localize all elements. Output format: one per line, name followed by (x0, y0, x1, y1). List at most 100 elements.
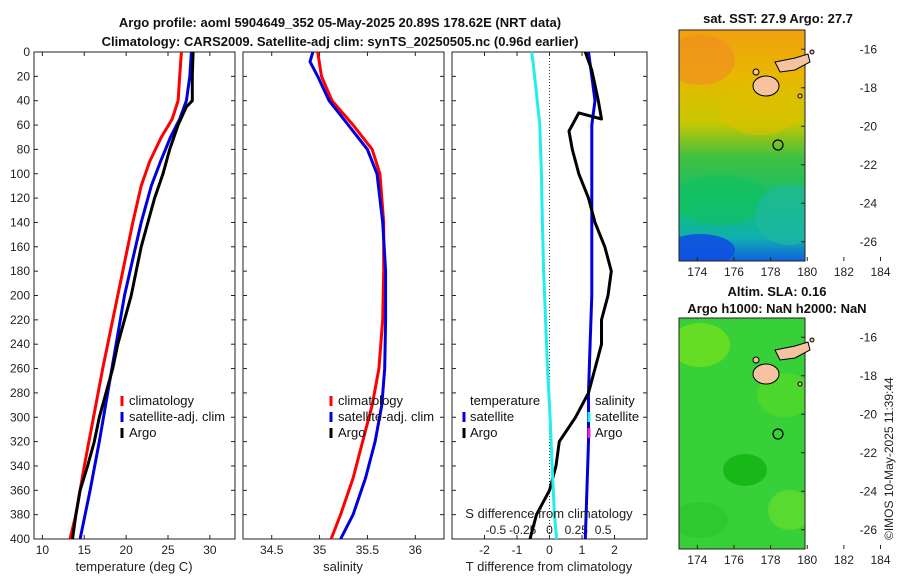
legend-climatology: climatology (338, 393, 404, 408)
sla-map-axes: 174 176 178 180 182 184 -16 -18 -20 -22 -24 -26 (687, 330, 891, 567)
map-y-tick-label: -24 (860, 484, 878, 498)
x-tick-label: 15 (78, 543, 92, 557)
x-tick-label: 34.5 (260, 543, 284, 557)
temperature-plot-frame (33, 51, 236, 540)
map-y-tick-label: -18 (860, 369, 878, 383)
legend-satellite-adj: satellite-adj. clim (338, 409, 434, 424)
series-t-satellite (583, 51, 597, 540)
y-tick-label: 340 (10, 459, 30, 473)
map-x-tick-label: 178 (761, 265, 781, 279)
x-tick-label: 0 (546, 543, 553, 557)
sst-map-frame (678, 29, 806, 262)
y-tick-label: 60 (17, 118, 31, 132)
map-y-tick-label: -22 (860, 158, 878, 172)
salinity-plot-frame (242, 51, 445, 540)
y-tick-label: 200 (10, 289, 30, 303)
sst-map-axes: 174 176 178 180 182 184 -16 -18 -20 -22 -24 -26 (687, 42, 891, 279)
s-diff-tick-label: -0.5 (486, 523, 507, 537)
salinity-plot: 34.5 35 35.5 36 (243, 51, 444, 557)
salinity-xlabel: salinity (323, 559, 363, 574)
map-x-tick-label: 174 (687, 553, 707, 567)
y-tick-label: 300 (10, 410, 30, 424)
map-x-tick-label: 178 (761, 553, 781, 567)
sla-map-title-1: Altim. SLA: 0.16 (728, 284, 827, 299)
x-tick-label: 2 (611, 543, 618, 557)
s-difference-xlabel: S difference from climatology (465, 506, 633, 521)
y-tick-label: 220 (10, 313, 30, 327)
series-satellite-adj-clim (308, 51, 388, 540)
y-tick-label: 120 (10, 191, 30, 205)
y-tick-label: 380 (10, 508, 30, 522)
x-tick-label: 1 (579, 543, 586, 557)
difference-xlabel: T difference from climatology (466, 559, 633, 574)
series-t-argo (528, 51, 613, 540)
legend-temperature-title: temperature (470, 393, 540, 408)
map-y-tick-label: -22 (860, 446, 878, 460)
map-x-tick-label: 182 (834, 265, 854, 279)
x-tick-label: 20 (119, 543, 133, 557)
legend-salinity-title: salinity (595, 393, 635, 408)
temperature-plot: 10 15 20 25 30020406080100120140160180200220… (10, 45, 235, 557)
map-y-tick-label: -20 (860, 119, 878, 133)
map-x-tick-label: 176 (724, 553, 744, 567)
legend-s-satellite: satellite (595, 409, 639, 424)
y-tick-label: 180 (10, 264, 30, 278)
map-x-tick-label: 180 (797, 265, 817, 279)
main-title-line1: Argo profile: aoml 5904649_352 05-May-20… (119, 15, 561, 30)
fiji-islands-sla (752, 337, 815, 387)
x-tick-label: 25 (161, 543, 175, 557)
fiji-islands-sst (752, 49, 815, 99)
y-tick-label: 240 (10, 337, 30, 351)
difference-legend: temperature satellite Argo salinity sate… (462, 393, 639, 440)
x-tick-label: 35 (313, 543, 327, 557)
y-tick-label: 40 (17, 94, 31, 108)
series-satellite-adj-clim (78, 51, 193, 540)
map-x-tick-label: 182 (834, 553, 854, 567)
map-x-tick-label: 184 (870, 553, 890, 567)
main-title-line2: Climatology: CARS2009. Satellite-adj cli… (102, 34, 579, 49)
series-climatology (68, 51, 183, 540)
y-tick-label: 160 (10, 240, 30, 254)
x-tick-label: -2 (479, 543, 490, 557)
s-diff-tick-label: -0.25 (509, 523, 537, 537)
argo-position-marker-sla (772, 428, 784, 440)
s-diff-tick-label: 0.5 (595, 523, 612, 537)
series-s-satellite (530, 51, 559, 540)
sla-map-title-2: Argo h1000: NaN h2000: NaN (687, 301, 866, 316)
legend-argo: Argo (338, 425, 365, 440)
y-tick-label: 0 (23, 45, 30, 59)
legend-climatology: climatology (129, 393, 195, 408)
map-y-tick-label: -24 (860, 196, 878, 210)
x-tick-label: 30 (203, 543, 217, 557)
salinity-legend: climatology satellite-adj. clim Argo (329, 393, 434, 440)
series-argo (71, 51, 195, 540)
y-tick-label: 140 (10, 215, 30, 229)
temperature-xlabel: temperature (deg C) (75, 559, 192, 574)
map-y-tick-label: -26 (860, 235, 878, 249)
legend-s-argo: Argo (595, 425, 622, 440)
map-y-tick-label: -20 (860, 407, 878, 421)
legend-t-satellite: satellite (470, 409, 514, 424)
difference-plot: -2 -1 0 1 2 -0.5 -0.25 0 0.25 0.5 (452, 51, 647, 557)
map-x-tick-label: 180 (797, 553, 817, 567)
y-tick-label: 320 (10, 435, 30, 449)
y-tick-label: 20 (17, 69, 31, 83)
y-tick-label: 260 (10, 362, 30, 376)
x-tick-label: 35.5 (356, 543, 380, 557)
sst-map-title: sat. SST: 27.9 Argo: 27.7 (703, 11, 853, 26)
map-y-tick-label: -16 (860, 42, 878, 56)
legend-argo: Argo (129, 425, 156, 440)
x-tick-label: 10 (36, 543, 50, 557)
x-tick-label: -1 (512, 543, 523, 557)
map-y-tick-label: -18 (860, 81, 878, 95)
map-x-tick-label: 174 (687, 265, 707, 279)
s-diff-tick-label: 0.25 (565, 523, 589, 537)
map-y-tick-label: -26 (860, 523, 878, 537)
y-tick-label: 280 (10, 386, 30, 400)
y-tick-label: 400 (10, 532, 30, 546)
temperature-legend: climatology satellite-adj. clim Argo (120, 393, 225, 440)
series-climatology (316, 51, 386, 540)
map-x-tick-label: 184 (870, 265, 890, 279)
legend-t-argo: Argo (470, 425, 497, 440)
